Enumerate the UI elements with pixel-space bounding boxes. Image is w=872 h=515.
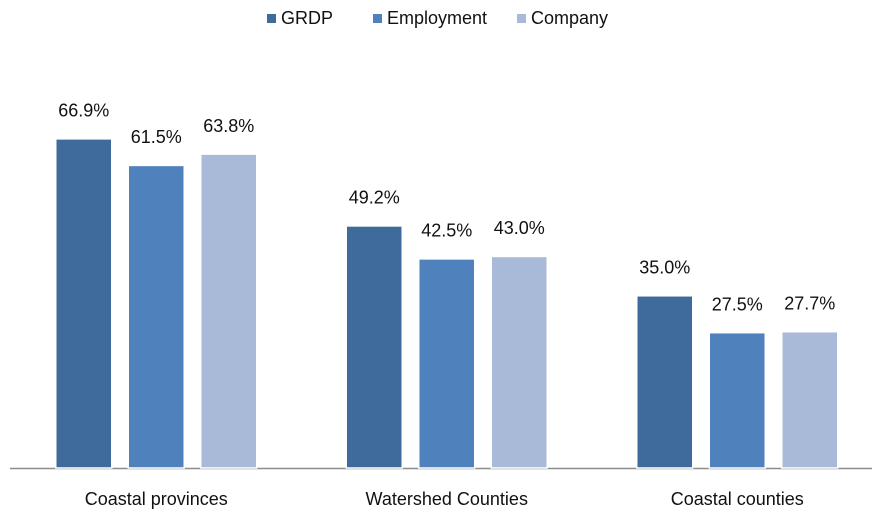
- bar: [708, 331, 766, 469]
- bar: [127, 164, 185, 469]
- bar: [490, 255, 548, 469]
- value-label: 66.9%: [58, 101, 109, 121]
- bar: [55, 138, 113, 469]
- legend-label: Employment: [387, 8, 487, 28]
- x-tick-label: Coastal counties: [671, 489, 804, 509]
- legend-swatch: [517, 14, 526, 23]
- legend-label: GRDP: [281, 8, 333, 28]
- x-tick-label: Watershed Counties: [366, 489, 528, 509]
- value-label: 27.5%: [712, 294, 763, 314]
- legend-swatch: [267, 14, 276, 23]
- x-tick-label: Coastal provinces: [85, 489, 228, 509]
- value-label: 43.0%: [494, 218, 545, 238]
- bar: [636, 295, 694, 469]
- value-label: 35.0%: [639, 258, 690, 278]
- value-label: 61.5%: [131, 127, 182, 147]
- legend-swatch: [373, 14, 382, 23]
- bar: [418, 258, 476, 469]
- legend-label: Company: [531, 8, 608, 28]
- bar: [200, 153, 258, 469]
- value-label: 63.8%: [203, 116, 254, 136]
- value-label: 27.7%: [784, 293, 835, 313]
- bar: [345, 225, 403, 469]
- value-label: 49.2%: [349, 188, 400, 208]
- bar: [781, 330, 839, 469]
- value-label: 42.5%: [421, 221, 472, 241]
